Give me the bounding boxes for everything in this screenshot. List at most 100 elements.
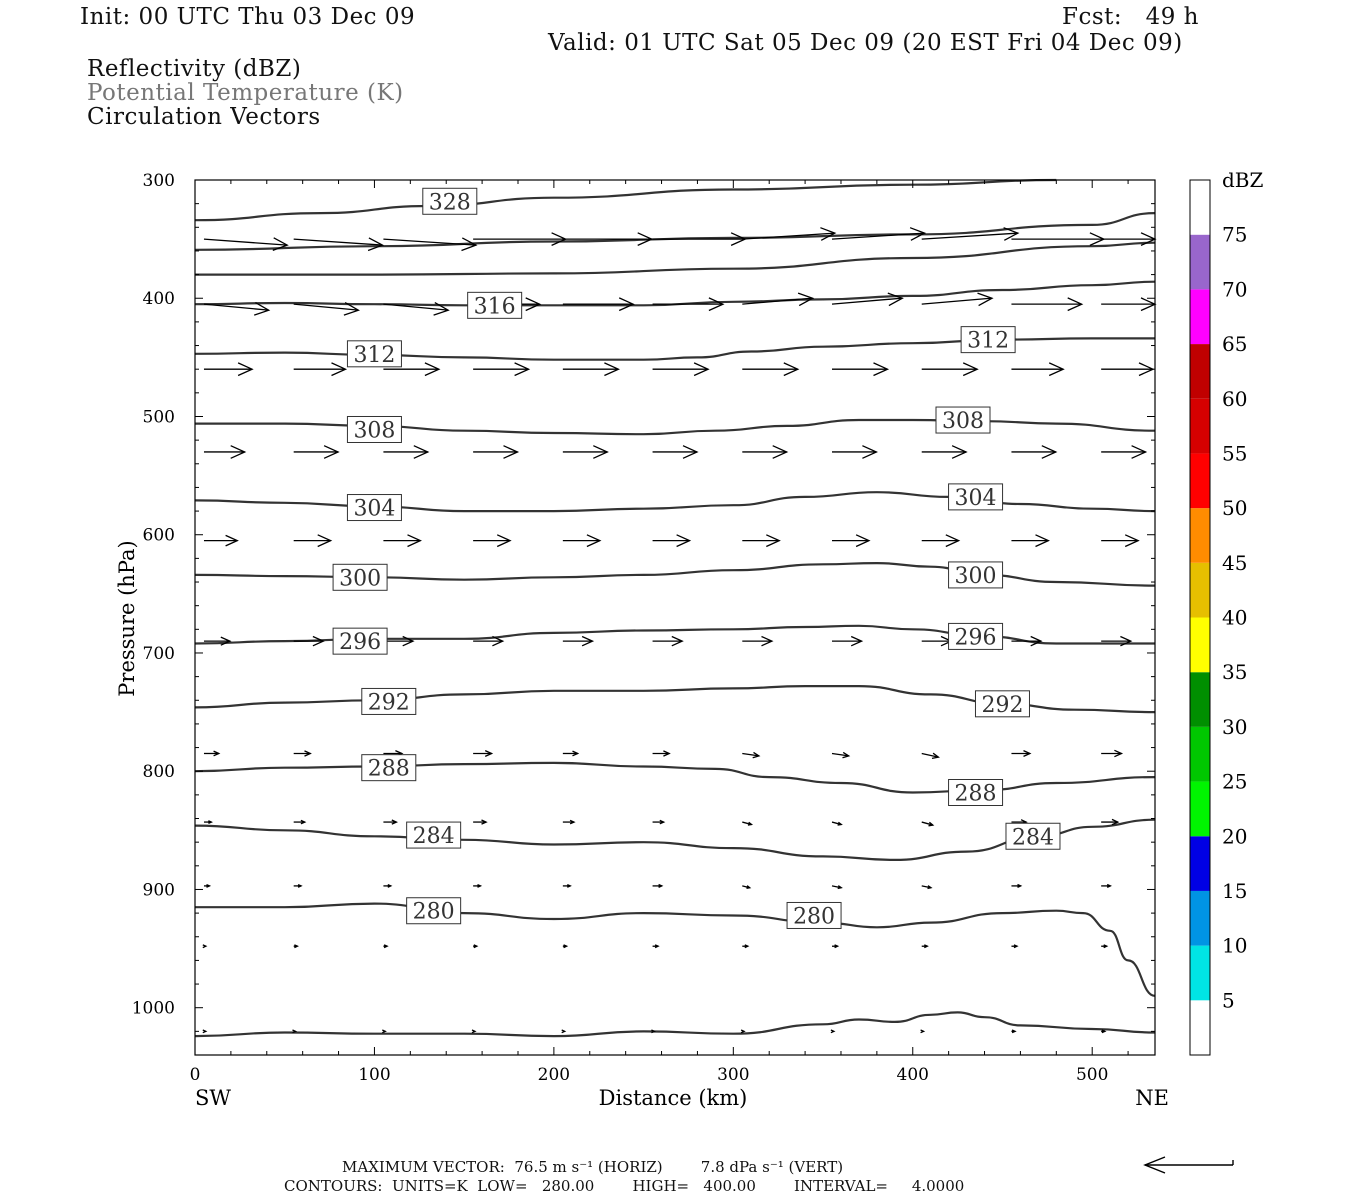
circulation-vector xyxy=(293,944,299,949)
contour-label-288: 288 xyxy=(955,782,997,807)
vector-head xyxy=(220,636,232,646)
plot-frame xyxy=(194,179,1156,1056)
circulation-vector xyxy=(652,750,671,757)
vector-head xyxy=(761,635,774,647)
contour-label-box xyxy=(406,897,462,925)
vector-head xyxy=(367,237,385,252)
y-tick-label: 800 xyxy=(143,762,175,782)
circulation-vector xyxy=(383,362,441,377)
vector-head xyxy=(1101,1029,1107,1034)
vector-head xyxy=(433,302,450,316)
colorbar-swatch xyxy=(1190,781,1210,837)
vector-head xyxy=(1013,944,1019,949)
colorbar-label: 65 xyxy=(1222,332,1247,356)
vector-head xyxy=(323,445,340,459)
vector-head xyxy=(206,884,212,888)
circulation-vector xyxy=(562,534,602,548)
vector-head xyxy=(424,362,441,377)
vector-shaft xyxy=(921,232,1018,240)
circulation-vector xyxy=(921,752,940,760)
contour-label-box xyxy=(1005,822,1061,850)
circulation-vector xyxy=(831,885,843,890)
y-tick-label: 500 xyxy=(143,407,175,427)
vector-head xyxy=(561,1029,567,1034)
circulation-vector xyxy=(562,297,635,312)
y-axis-label: Pressure (hPa) xyxy=(115,540,139,696)
contours-note: CONTOURS: UNITS=K LOW= 280.00 HIGH= 400.… xyxy=(284,1177,965,1195)
vector-head xyxy=(343,302,360,316)
vector-head xyxy=(1048,362,1065,377)
contour-label-308: 308 xyxy=(942,409,984,434)
circulation-vector xyxy=(203,750,221,757)
vector-head xyxy=(862,445,878,459)
vector-shaft xyxy=(203,238,288,246)
colorbar-swatch xyxy=(1190,234,1210,290)
circulation-vector xyxy=(1101,362,1155,377)
vector-head xyxy=(927,885,933,890)
vector-head xyxy=(317,534,333,548)
circulation-vector xyxy=(293,534,333,548)
colorbar-label: 10 xyxy=(1222,934,1247,958)
circulation-vector xyxy=(202,1029,208,1034)
vector-head xyxy=(230,445,247,459)
circulation-vector xyxy=(830,1029,836,1034)
contour-label-316: 316 xyxy=(474,294,516,319)
axes: 300 400 500 600 700 800 900 1000 0 100 200 300 400 50… xyxy=(115,171,1169,1110)
circulation-vector xyxy=(1011,534,1050,548)
circulation-vector xyxy=(293,302,360,316)
contour-label-box xyxy=(948,561,1004,589)
vector-head xyxy=(225,534,239,547)
vector-head xyxy=(676,534,692,548)
vector-head xyxy=(391,819,398,825)
contour-304 xyxy=(194,491,1156,513)
vector-head xyxy=(383,944,389,949)
vector-head xyxy=(651,1029,656,1034)
contour-label-296: 296 xyxy=(339,630,381,655)
vector-head xyxy=(294,944,299,949)
colorbar-label: 50 xyxy=(1222,496,1247,520)
circulation-vector xyxy=(203,884,212,888)
contour-label-box xyxy=(948,483,1004,511)
vector-head xyxy=(783,362,800,377)
vector-shaft xyxy=(921,752,939,758)
contour-316 xyxy=(194,280,1156,307)
y-tick-label: 600 xyxy=(143,526,175,546)
circulation-vector xyxy=(920,1029,926,1034)
contour-280 xyxy=(195,902,1156,997)
vector-head xyxy=(572,750,580,757)
vector-head xyxy=(820,227,837,241)
vector-head xyxy=(977,292,994,307)
circulation-vector xyxy=(1101,635,1133,647)
circulation-vector xyxy=(203,534,239,547)
valid-time: Valid: 01 UTC Sat 05 Dec 09 (20 EST Fri … xyxy=(548,30,1183,56)
contour-label-328: 328 xyxy=(429,190,471,215)
circulation-vector xyxy=(471,1029,477,1034)
circulation-vector xyxy=(832,362,890,377)
vector-head xyxy=(928,821,935,827)
vector-head xyxy=(855,534,871,548)
colorbar-label: 30 xyxy=(1222,715,1247,739)
vector-head xyxy=(1131,445,1148,459)
circulation-vector xyxy=(203,362,254,377)
circulation-vector xyxy=(652,883,664,888)
vector-head xyxy=(740,1029,746,1034)
circulation-vector xyxy=(203,302,271,316)
circulation-vector xyxy=(561,1029,567,1034)
contour-label-box xyxy=(948,622,1004,650)
x-tick-label: 0 xyxy=(190,1065,201,1085)
circulation-vector xyxy=(383,445,430,459)
vector-head xyxy=(834,944,840,949)
vector-head xyxy=(407,534,422,548)
circulation-vector xyxy=(742,751,761,759)
circulation-vector xyxy=(202,944,208,949)
contour-label-box xyxy=(361,754,417,782)
x-tick-label: 200 xyxy=(538,1065,570,1085)
vector-shaft xyxy=(921,297,993,305)
vector-head xyxy=(382,1029,387,1034)
vector-head xyxy=(312,635,325,647)
circulation-vector xyxy=(562,884,572,888)
circulation-vector xyxy=(1101,818,1120,826)
circulation-vector xyxy=(742,227,837,241)
contour-label-284: 284 xyxy=(1012,825,1054,850)
